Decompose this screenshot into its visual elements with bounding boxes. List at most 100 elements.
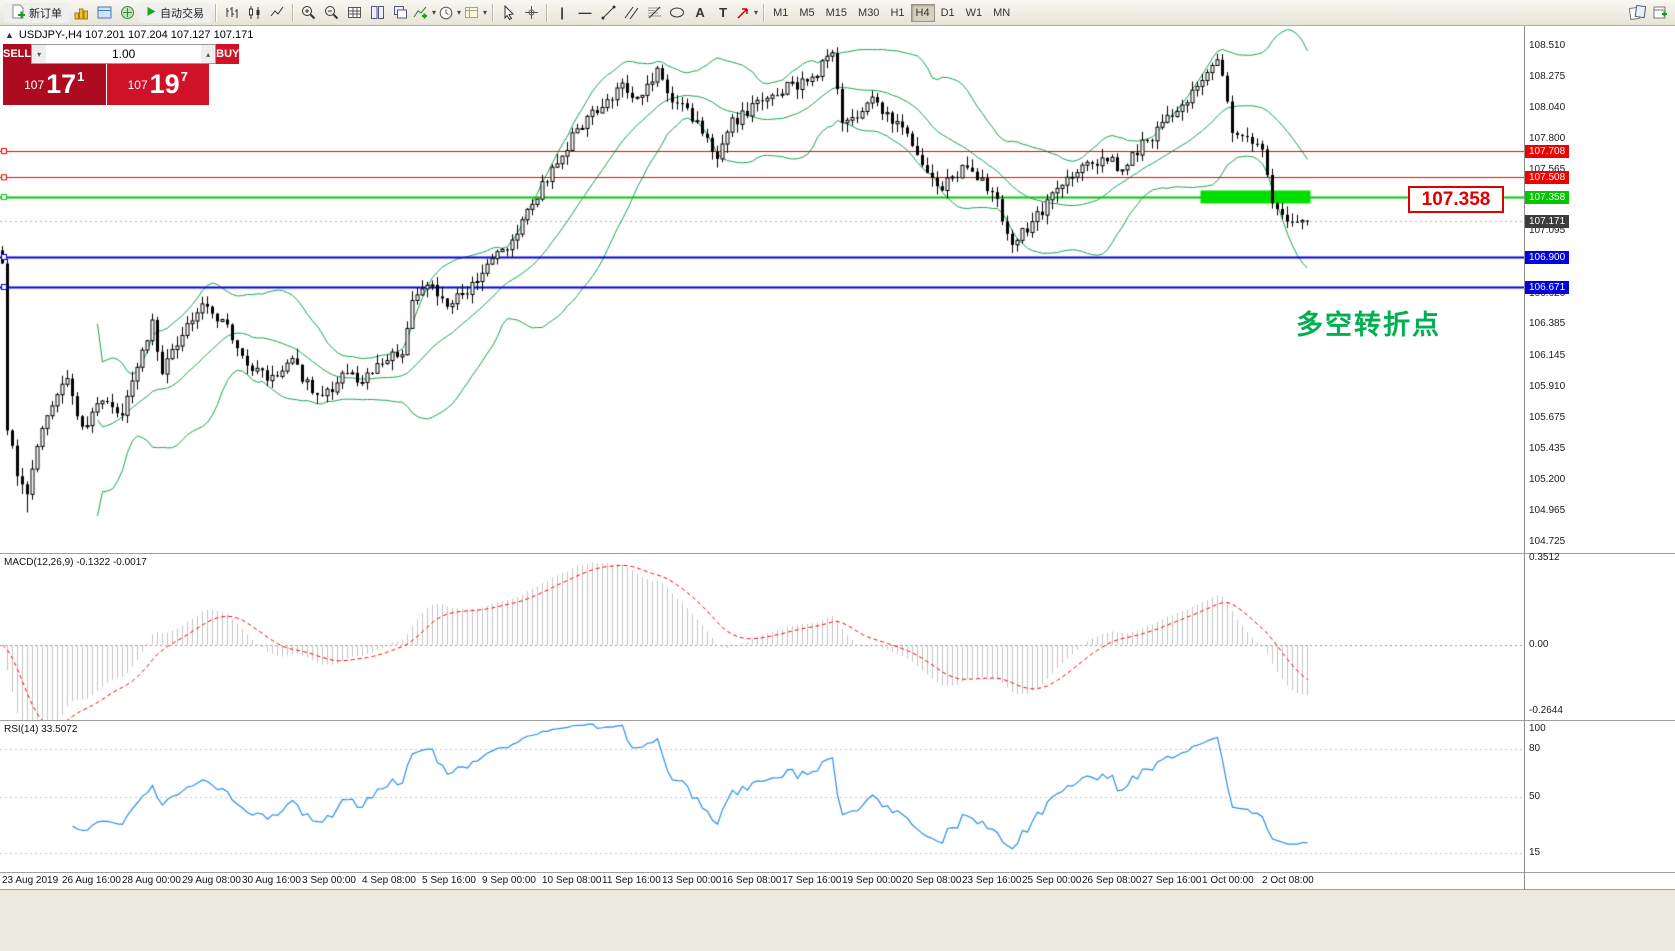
timeframe-m1[interactable]: M1 [773, 6, 789, 19]
profiles-icon[interactable] [70, 3, 92, 23]
arrows-icon[interactable]: ▾ [735, 3, 759, 23]
indicators-icon[interactable]: ▾ [412, 3, 437, 23]
time-axis-label: 25 Sep 00:00 [1022, 875, 1082, 886]
volume-decrease-button[interactable]: ▾ [32, 45, 47, 63]
periods-icon[interactable]: ▾ [438, 3, 462, 23]
chart-annotation-text: 多空转折点 [1296, 310, 1441, 340]
volume-stepper: ▾ ▴ [31, 44, 217, 64]
bar-chart-icon[interactable] [220, 3, 242, 23]
time-axis-label: 28 Aug 00:00 [122, 875, 181, 886]
time-axis-label: 23 Aug 2019 [2, 875, 59, 886]
grid-icon[interactable] [343, 3, 365, 23]
time-axis-label: 3 Sep 00:00 [302, 875, 356, 886]
cascade-windows-icon[interactable] [389, 3, 411, 23]
cursor-icon[interactable] [497, 3, 519, 23]
timeframe-m30[interactable]: M30 [858, 6, 880, 19]
fibonacci-icon[interactable] [643, 3, 665, 23]
new-order-button[interactable]: 新订单 [4, 2, 69, 23]
price-callout-label[interactable]: 107.358 [1408, 186, 1504, 213]
price-axis-tick: 106.860 [1529, 256, 1566, 267]
time-axis-label: 13 Sep 00:00 [662, 875, 722, 886]
time-axis-label: 1 Oct 00:00 [1202, 875, 1254, 886]
buy-price-prefix: 107 [127, 77, 148, 92]
volume-input[interactable] [46, 45, 202, 63]
price-axis-tick: 107.565 [1529, 164, 1566, 175]
horizontal-line-icon[interactable]: — [578, 5, 592, 20]
price-line-tag: 107.508 [1525, 171, 1570, 184]
chart-header: ▲ USDJPY-,H4 107.201 107.204 107.127 107… [5, 29, 253, 41]
rsi-indicator-canvas[interactable] [0, 721, 1524, 872]
templates-icon[interactable]: ▾ [463, 3, 488, 23]
price-axis-tick: 104.965 [1529, 505, 1566, 516]
time-axis-label: 26 Aug 16:00 [62, 875, 121, 886]
text-icon[interactable]: A [695, 5, 705, 20]
macd-axis-label: 0.00 [1529, 639, 1549, 650]
time-axis-label: 29 Aug 08:00 [182, 875, 241, 886]
new-order-icon [11, 4, 26, 22]
tile-windows-icon[interactable] [366, 3, 388, 23]
timeframe-mn[interactable]: MN [993, 6, 1011, 19]
chart-window: ▲ USDJPY-,H4 107.201 107.204 107.127 107… [0, 26, 1675, 951]
price-axis-tick: 107.800 [1529, 133, 1566, 144]
bid-price-tag: 107.171 [1525, 215, 1570, 228]
trade-panel-collapse-icon[interactable]: ▲ [5, 30, 14, 40]
time-axis-label: 20 Sep 08:00 [902, 875, 962, 886]
chart-title-ohlc: USDJPY-,H4 107.201 107.204 107.127 107.1… [18, 29, 254, 41]
channel-icon[interactable] [620, 3, 642, 23]
line-chart-icon[interactable] [266, 3, 288, 23]
autotrading-button[interactable]: 自动交易 [139, 2, 211, 23]
candlestick-chart-icon[interactable] [243, 3, 265, 23]
autotrading-play-icon [146, 6, 157, 20]
price-axis-separator [1524, 26, 1525, 889]
sell-price-sup: 1 [77, 69, 85, 84]
timeframe-m5[interactable]: M5 [799, 6, 815, 19]
buy-price[interactable]: 107 19 7 [106, 64, 209, 105]
vertical-line-icon[interactable]: | [560, 5, 564, 20]
templates-dropdown-caret: ▾ [483, 8, 488, 17]
timeframe-h1[interactable]: H1 [890, 6, 905, 19]
price-axis-tick: 105.675 [1529, 412, 1566, 423]
trendline-icon[interactable] [597, 3, 619, 23]
price-axis-tick: 108.275 [1529, 71, 1566, 82]
macd-label: MACD(12,26,9) -0.1322 -0.0017 [4, 557, 147, 568]
zoom-in-icon[interactable] [297, 3, 319, 23]
undock-chart-icon[interactable] [1626, 3, 1648, 23]
buy-button[interactable]: BUY [216, 44, 240, 64]
price-line-tag: 107.708 [1525, 145, 1570, 158]
price-chart-canvas[interactable] [0, 26, 1524, 553]
sell-button[interactable]: SELL [3, 44, 32, 64]
navigator-icon[interactable] [116, 3, 138, 23]
price-axis-tick: 106.385 [1529, 318, 1566, 329]
rsi-axis-label: 15 [1529, 847, 1541, 858]
crosshair-icon[interactable] [520, 3, 542, 23]
shapes-icon[interactable] [666, 3, 688, 23]
time-axis-label: 30 Aug 16:00 [242, 875, 301, 886]
timeframe-h4[interactable]: H4 [910, 3, 935, 22]
buy-price-big: 19 [149, 69, 180, 99]
sell-price[interactable]: 107 17 1 [3, 64, 106, 105]
rsi-label: RSI(14) 33.5072 [4, 724, 78, 735]
panel-divider[interactable] [0, 553, 1675, 554]
text-label-icon[interactable]: T [719, 5, 728, 20]
macd-indicator-canvas[interactable] [0, 554, 1524, 720]
price-line-tag: 106.900 [1525, 251, 1570, 264]
price-axis-tick: 107.095 [1529, 225, 1566, 236]
timeframe-w1[interactable]: W1 [965, 6, 983, 19]
price-axis-tick: 105.200 [1529, 474, 1566, 485]
new-window-icon[interactable] [1649, 3, 1671, 23]
time-axis-label: 26 Sep 08:00 [1082, 875, 1142, 886]
price-axis-tick: 108.510 [1529, 40, 1566, 51]
panel-divider [0, 872, 1675, 873]
volume-increase-button[interactable]: ▴ [201, 45, 216, 63]
time-axis-label: 9 Sep 00:00 [482, 875, 536, 886]
price-axis-tick: 104.725 [1529, 536, 1566, 547]
zoom-out-icon[interactable] [320, 3, 342, 23]
time-axis-label: 19 Sep 00:00 [842, 875, 902, 886]
timeframe-m15[interactable]: M15 [825, 6, 848, 19]
toolbar-separator [546, 3, 548, 22]
panel-divider[interactable] [0, 720, 1675, 721]
market-watch-icon[interactable] [93, 3, 115, 23]
timeframe-d1[interactable]: D1 [940, 6, 955, 19]
